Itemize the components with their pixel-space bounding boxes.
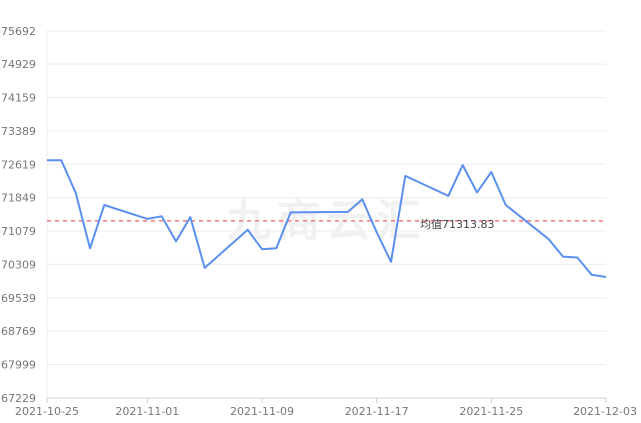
x-tick-label: 2021-11-09 — [230, 405, 294, 418]
y-tick-label: 71079 — [1, 225, 36, 238]
y-tick-label: 74929 — [1, 58, 36, 71]
y-tick-label: 72619 — [1, 158, 36, 171]
data-point — [476, 191, 479, 194]
data-point — [246, 228, 249, 231]
data-point — [605, 275, 608, 278]
data-point — [160, 215, 163, 218]
x-tick-label: 2021-11-25 — [459, 405, 523, 418]
data-point — [361, 198, 364, 201]
y-tick-label: 68769 — [1, 325, 36, 338]
y-tick-label: 74159 — [1, 91, 36, 104]
data-point — [490, 171, 493, 174]
data-point — [461, 164, 464, 167]
data-point — [404, 174, 407, 177]
data-point — [89, 247, 92, 250]
data-point — [590, 273, 593, 276]
data-point — [447, 194, 450, 197]
x-tick-label: 2021-11-17 — [345, 405, 409, 418]
data-point — [275, 247, 278, 250]
y-axis-ticks: 67229 67999 68769 69539 70309 71079 71849 72619… — [1, 25, 36, 405]
data-point — [46, 159, 49, 162]
grid-lines — [46, 30, 606, 398]
x-tick-label: 2021-11-01 — [115, 405, 179, 418]
x-tick-label: 2021-12-03 — [573, 405, 637, 418]
y-tick-label: 73389 — [1, 125, 36, 138]
data-point — [103, 203, 106, 206]
data-point — [146, 217, 149, 220]
data-point — [203, 266, 206, 269]
mean-label: 均值71313.83 — [420, 218, 495, 231]
data-point — [390, 260, 393, 263]
data-point — [562, 255, 565, 258]
y-tick-label: 71849 — [1, 192, 36, 205]
data-point — [547, 238, 550, 241]
data-point — [74, 191, 77, 194]
data-point — [347, 210, 350, 213]
x-tick-label: 2021-10-25 — [15, 405, 79, 418]
data-point — [576, 256, 579, 259]
data-point — [504, 203, 507, 206]
data-point — [175, 240, 178, 243]
data-point — [60, 159, 63, 162]
y-tick-label: 67999 — [1, 359, 36, 372]
y-tick-label: 67229 — [1, 392, 36, 405]
y-tick-label: 69539 — [1, 292, 36, 305]
data-point — [375, 231, 378, 234]
x-axis-ticks: 2021-10-25 2021-11-01 2021-11-09 2021-11-17… — [15, 398, 637, 418]
data-point — [289, 211, 292, 214]
series-line — [47, 159, 607, 278]
data-point — [261, 248, 264, 251]
y-tick-label: 75692 — [1, 25, 36, 38]
y-tick-label: 70309 — [1, 258, 36, 271]
data-point — [189, 216, 192, 219]
